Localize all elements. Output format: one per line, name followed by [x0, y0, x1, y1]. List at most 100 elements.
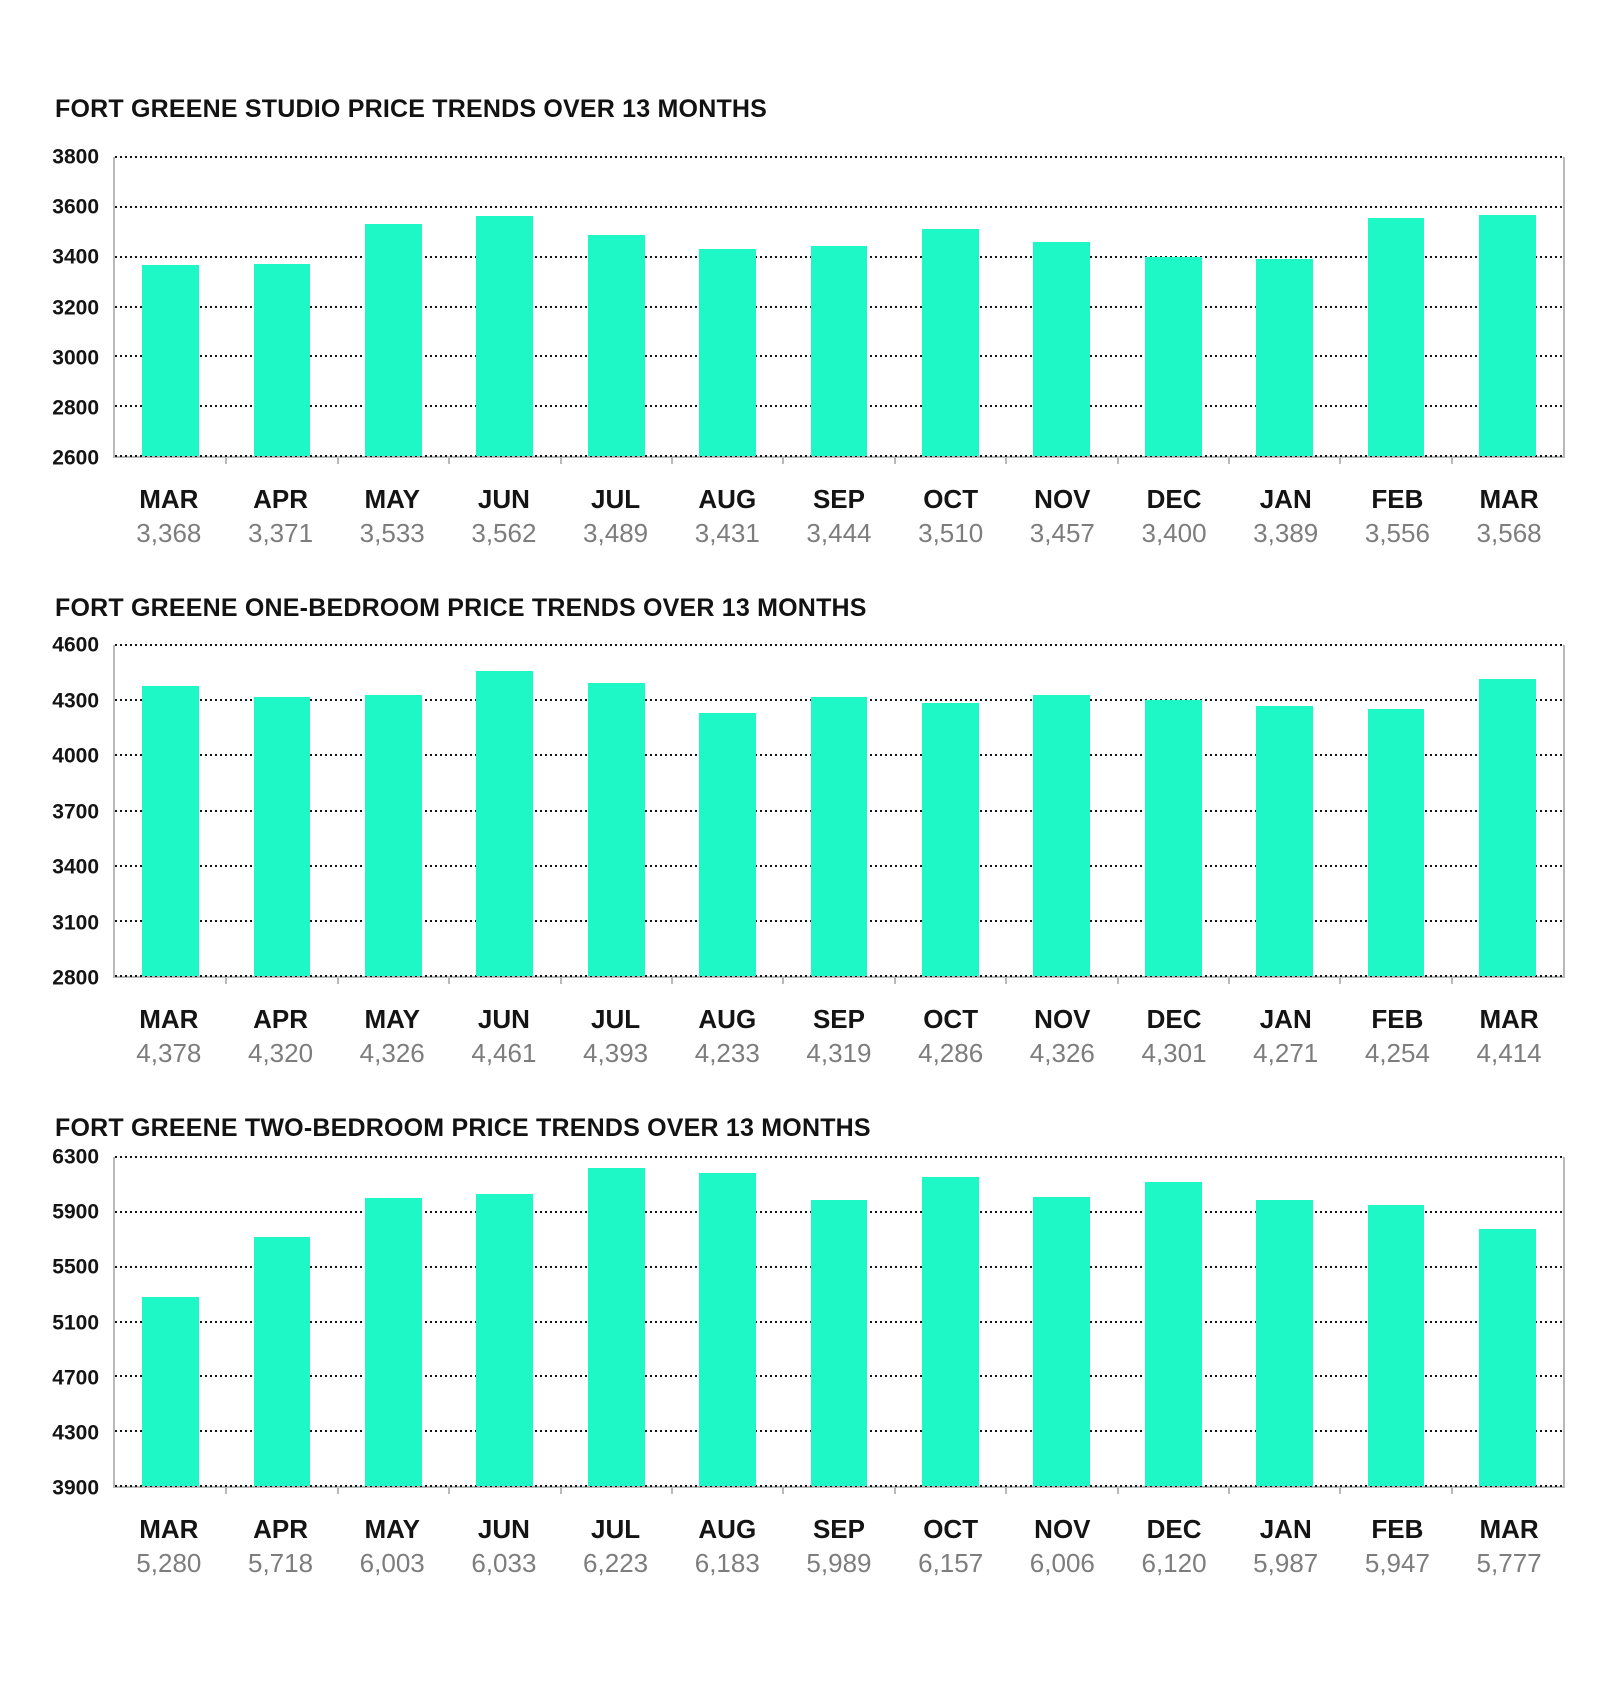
x-label-6: AUG 6,183	[671, 1514, 783, 1578]
value-label: 3,562	[471, 518, 537, 548]
bar-jul-5	[587, 234, 645, 456]
value-label: 6,006	[1029, 1548, 1095, 1578]
x-label-1: MAR 5,280	[113, 1514, 225, 1578]
x-label-7: SEP 4,319	[783, 1004, 895, 1068]
bar-slot-12	[1340, 645, 1454, 984]
x-label-9: NOV 3,457	[1007, 484, 1119, 548]
x-label-13: MAR 4,414	[1453, 1004, 1565, 1068]
x-axis-labels: MAR 4,378 APR 4,320 MAY 4,326 JUN 4,461 JUL 4,393…	[113, 1004, 1565, 1068]
x-label-6: AUG 3,431	[671, 484, 783, 548]
x-axis-labels: MAR 3,368 APR 3,371 MAY 3,533 JUN 3,562 JUL 3,489…	[113, 484, 1565, 548]
ytick-2600: 2600	[52, 446, 99, 470]
value-label: 3,444	[806, 518, 872, 548]
value-label: 4,254	[1364, 1038, 1430, 1068]
chart-title-one-bedroom: FORT GREENE ONE-BEDROOM PRICE TRENDS OVE…	[55, 594, 867, 622]
y-axis: 3900 4300 4700 5100 5500 5900 6300	[0, 1147, 113, 1499]
bar-slot-7	[783, 645, 897, 984]
value-label: 6,157	[918, 1548, 984, 1578]
chart-studio: FORT GREENE STUDIO PRICE TRENDS OVER 13 …	[0, 94, 1600, 548]
plot-area	[113, 644, 1565, 984]
month-label: SEP	[812, 484, 865, 514]
x-label-5: JUL 6,223	[560, 1514, 672, 1578]
bar-slot-4	[449, 1157, 562, 1494]
bar-jan-11	[1256, 1199, 1313, 1486]
bar-oct-8	[922, 1176, 979, 1486]
bar-jul-5	[587, 1167, 645, 1486]
x-label-6: AUG 4,233	[671, 1004, 783, 1068]
month-label: APR	[253, 1004, 308, 1034]
month-label: JAN	[1259, 1004, 1312, 1034]
ytick-4300: 4300	[52, 689, 99, 712]
x-label-4: JUN 6,033	[448, 1514, 560, 1578]
bar-nov-9	[1033, 1197, 1091, 1486]
bar-dec-10	[1144, 256, 1202, 456]
value-label: 6,033	[471, 1548, 537, 1578]
ytick-4300: 4300	[52, 1421, 99, 1445]
month-label: MAR	[1479, 484, 1539, 514]
bar-slot-12	[1340, 157, 1454, 464]
value-label: 3,431	[694, 518, 760, 548]
value-label: 6,223	[583, 1548, 649, 1578]
bars-row	[115, 157, 1563, 464]
bar-slot-6	[672, 157, 785, 464]
x-label-2: APR 4,320	[225, 1004, 337, 1068]
bar-may-3	[365, 223, 422, 456]
value-label: 6,183	[694, 1548, 760, 1578]
month-label: JUL	[591, 1004, 641, 1034]
ytick-2800: 2800	[52, 396, 99, 420]
x-label-1: MAR 4,378	[113, 1004, 225, 1068]
bar-slot-5	[561, 1157, 674, 1494]
month-label: DEC	[1146, 1514, 1202, 1544]
month-label: JAN	[1259, 1514, 1312, 1544]
chart-one-bedroom: FORT GREENE ONE-BEDROOM PRICE TRENDS OVE…	[0, 593, 1600, 1068]
ytick-4000: 4000	[52, 744, 99, 768]
gridline-3600	[115, 205, 1563, 208]
month-label: FEB	[1371, 1004, 1424, 1034]
month-label: SEP	[812, 1004, 865, 1034]
ytick-4700: 4700	[52, 1366, 99, 1390]
month-label: AUG	[698, 1004, 757, 1034]
x-label-13: MAR 5,777	[1453, 1514, 1565, 1578]
value-label: 3,556	[1364, 518, 1430, 548]
month-label: OCT	[923, 1004, 979, 1034]
bar-slot-5	[561, 157, 674, 464]
value-label: 6,120	[1141, 1548, 1207, 1578]
bar-jun-4	[476, 670, 534, 976]
x-label-1: MAR 3,368	[113, 484, 225, 548]
x-label-12: FEB 4,254	[1342, 1004, 1454, 1068]
x-label-4: JUN 4,461	[448, 1004, 560, 1068]
value-label: 3,400	[1141, 518, 1207, 548]
bar-slot-7	[783, 1157, 897, 1494]
ytick-3700: 3700	[52, 800, 99, 823]
bar-slot-1	[115, 645, 228, 984]
value-label: 3,568	[1476, 518, 1542, 548]
x-label-8: OCT 4,286	[895, 1004, 1007, 1068]
ytick-5500: 5500	[52, 1255, 99, 1279]
ytick-3800: 3800	[52, 145, 99, 169]
bar-slot-8	[895, 157, 1008, 464]
bar-dec-10	[1144, 1181, 1202, 1486]
x-label-9: NOV 6,006	[1007, 1514, 1119, 1578]
x-label-7: SEP 5,989	[783, 1514, 895, 1578]
bar-slot-6	[672, 1157, 785, 1494]
bar-jan-11	[1256, 259, 1313, 456]
value-label: 5,280	[136, 1548, 202, 1578]
bar-slot-13	[1452, 645, 1563, 976]
x-label-2: APR 3,371	[225, 484, 337, 548]
gridline-3900	[115, 1485, 1563, 1487]
month-label: NOV	[1034, 1004, 1091, 1034]
value-label: 3,489	[583, 518, 649, 548]
bar-mar-1	[142, 685, 200, 976]
ytick-3900: 3900	[52, 1476, 99, 1500]
value-label: 4,301	[1141, 1038, 1207, 1068]
bar-nov-9	[1033, 242, 1091, 456]
x-label-3: MAY 6,003	[336, 1514, 448, 1578]
value-label: 3,371	[247, 518, 314, 548]
x-label-8: OCT 6,157	[895, 1514, 1007, 1578]
bar-slot-4	[449, 645, 562, 984]
bar-slot-11	[1229, 1157, 1342, 1494]
bar-oct-8	[922, 229, 979, 456]
ytick-3000: 3000	[52, 346, 99, 370]
bar-may-3	[365, 695, 422, 976]
ytick-3400: 3400	[52, 245, 99, 269]
